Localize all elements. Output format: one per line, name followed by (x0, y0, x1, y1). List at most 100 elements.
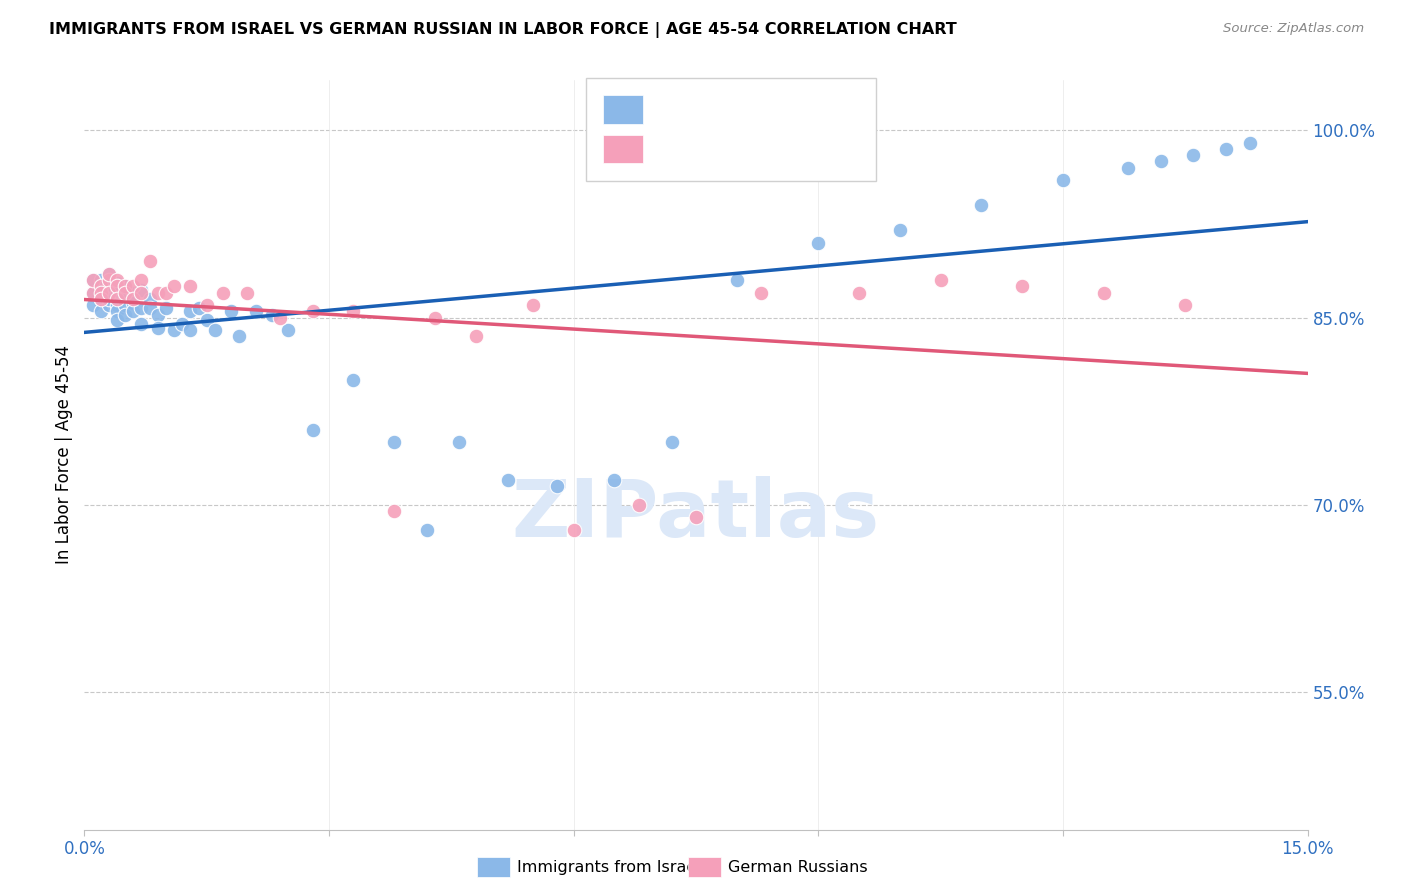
Point (260, 308, 283, 322)
Point (179, 279, 201, 293)
Point (82, 273, 104, 287)
Point (277, 323, 299, 337)
Point (970, 198, 993, 212)
Point (114, 308, 136, 322)
Point (122, 295, 145, 310)
Point (138, 254, 160, 268)
Point (131, 285, 153, 300)
Point (105, 298, 128, 312)
Point (382, 435, 405, 450)
Point (82, 273, 104, 287)
Point (97, 298, 120, 312)
Point (114, 279, 136, 293)
Point (1092, 285, 1115, 300)
Point (105, 276, 128, 290)
Text: IMMIGRANTS FROM ISRAEL VS GERMAN RUSSIAN IN LABOR FORCE | AGE 45-54 CORRELATION : IMMIGRANTS FROM ISRAEL VS GERMAN RUSSIAN… (49, 22, 957, 38)
Point (172, 317, 194, 331)
Point (82, 298, 104, 312)
Point (114, 285, 136, 300)
Point (146, 285, 169, 300)
Point (82, 285, 104, 300)
Point (889, 223, 911, 237)
Point (131, 301, 153, 315)
Point (725, 273, 748, 287)
Point (498, 473, 520, 487)
Point (90, 292, 112, 306)
Point (90, 279, 112, 293)
Point (1239, 136, 1261, 150)
Point (464, 329, 486, 343)
Point (1052, 173, 1074, 187)
Point (228, 329, 250, 343)
Point (204, 323, 226, 337)
Point (90, 292, 112, 306)
Point (138, 292, 160, 306)
Point (105, 273, 128, 287)
Point (342, 373, 364, 387)
Point (269, 310, 291, 325)
Point (97, 273, 120, 287)
Point (603, 473, 626, 487)
Point (97, 285, 120, 300)
Point (301, 304, 323, 318)
Point (90, 304, 112, 318)
Point (90, 285, 112, 300)
Point (97, 285, 120, 300)
Point (1150, 154, 1173, 169)
Point (105, 279, 128, 293)
Point (807, 235, 830, 250)
Point (97, 267, 120, 281)
Point (90, 273, 112, 287)
Point (1174, 298, 1197, 312)
Point (105, 292, 128, 306)
Point (138, 301, 160, 315)
Text: ZIPatlas: ZIPatlas (512, 475, 880, 554)
Point (1011, 279, 1033, 293)
Point (90, 279, 112, 293)
Point (114, 279, 136, 293)
Point (187, 301, 209, 315)
Point (179, 304, 201, 318)
Point (1116, 161, 1139, 175)
Text: Source: ZipAtlas.com: Source: ZipAtlas.com (1223, 22, 1364, 36)
Point (342, 304, 364, 318)
Point (114, 298, 136, 312)
Point (131, 317, 153, 331)
Text: Immigrants from Israel: Immigrants from Israel (517, 860, 702, 874)
Point (522, 298, 544, 312)
Point (1215, 142, 1237, 156)
Point (163, 279, 186, 293)
Point (236, 285, 259, 300)
Point (105, 285, 128, 300)
Point (449, 435, 471, 450)
Point (105, 313, 128, 327)
Point (97, 279, 120, 293)
Point (131, 283, 153, 297)
Point (97, 292, 120, 306)
Point (848, 285, 870, 300)
Point (114, 288, 136, 302)
Text: German Russians: German Russians (728, 860, 868, 874)
Point (122, 304, 145, 318)
Text: R = 0.360   N = 63: R = 0.360 N = 63 (654, 99, 838, 117)
Point (749, 285, 772, 300)
Point (146, 308, 169, 322)
Point (195, 298, 218, 312)
Point (105, 304, 128, 318)
Point (627, 498, 650, 512)
Point (155, 301, 177, 315)
Point (661, 435, 683, 450)
Point (179, 323, 201, 337)
Point (219, 304, 242, 318)
Point (97, 267, 120, 281)
Point (416, 523, 439, 537)
Point (546, 479, 568, 493)
Text: R = 0.045   N = 41: R = 0.045 N = 41 (654, 139, 838, 157)
Point (146, 320, 169, 334)
Point (212, 285, 235, 300)
Point (301, 423, 323, 437)
Point (245, 304, 267, 318)
Point (1182, 148, 1205, 162)
Point (131, 273, 153, 287)
Point (195, 313, 218, 327)
